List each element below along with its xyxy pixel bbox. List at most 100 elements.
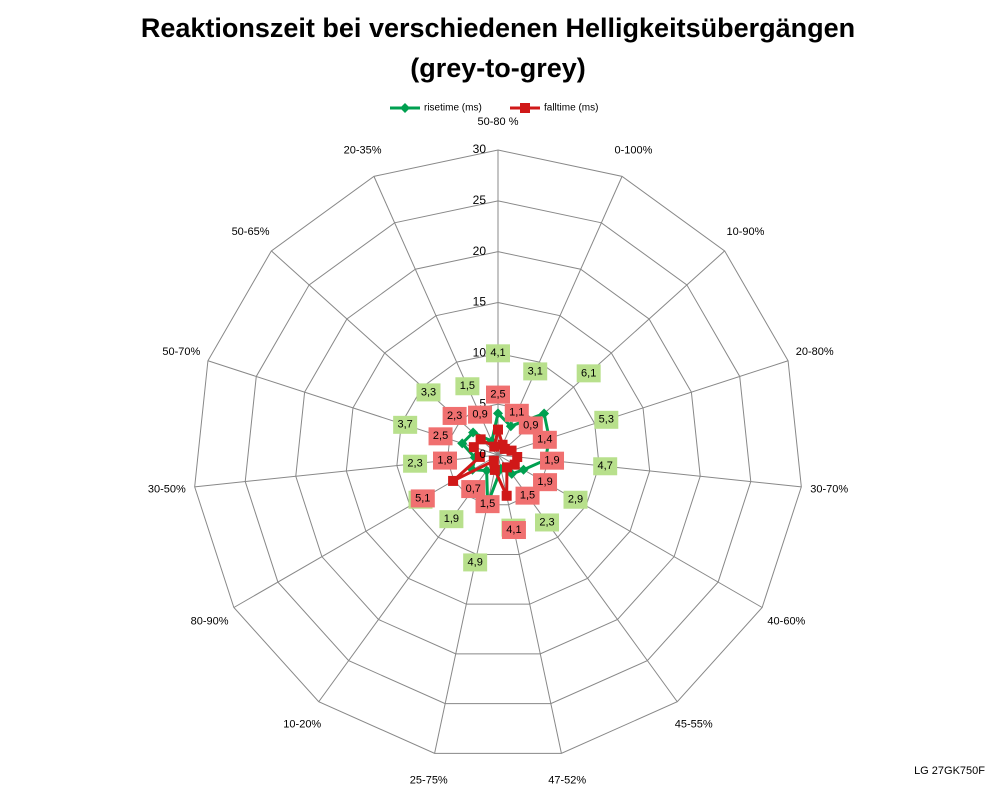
data-label: 1,5: [480, 498, 495, 510]
data-label-bg: [416, 383, 441, 402]
data-label-bg: [428, 427, 453, 446]
category-label: 20-80%: [796, 346, 834, 358]
marker: [512, 452, 523, 463]
category-label: 50-65%: [232, 226, 270, 238]
labels: 0 5 10 15 20 25 30 50-80 % 0-100% 10-90% 20-80% 30-…: [148, 103, 848, 786]
chart-subtitle: (grey-to-grey): [410, 53, 586, 83]
marker: [509, 459, 520, 470]
r-tick-label: 5: [479, 396, 486, 410]
marker: [501, 490, 512, 501]
series-line: [460, 411, 551, 505]
data-label-bg: [518, 416, 543, 435]
data-label-bg: [410, 489, 435, 508]
footer: LG 27GK750F: [914, 765, 985, 777]
data-label-bg: [593, 457, 618, 476]
marker: [489, 441, 500, 452]
marker: [475, 434, 486, 445]
data-label-bg: [461, 480, 486, 499]
grid-ring: [244, 200, 752, 705]
r-tick-label: 10: [473, 346, 487, 360]
category-label: 30-70%: [810, 484, 848, 496]
category-label: 20-35%: [344, 145, 382, 157]
data-label: 1,9: [444, 513, 459, 525]
data-label: 2,5: [490, 388, 505, 400]
data-label-bg: [455, 377, 480, 396]
data-label: 0,7: [466, 483, 481, 495]
data-label-bg: [486, 344, 510, 363]
data-label: 2,3: [407, 458, 422, 470]
chart-title: Reaktionszeit bei verschiedenen Helligke…: [141, 13, 855, 43]
data-label-bg: [403, 454, 428, 473]
data-label: 1,9: [537, 476, 552, 488]
marker: [506, 445, 517, 456]
data-label-bg: [475, 495, 500, 514]
marker: [474, 451, 485, 462]
data-label: 6,1: [581, 367, 596, 379]
data-label: 4,1: [490, 347, 505, 359]
marker: [539, 408, 550, 419]
data-label: 4,1: [506, 524, 521, 536]
category-label: 10-20%: [283, 718, 321, 730]
grid-ring: [345, 301, 651, 605]
category-label: 30-50%: [148, 484, 186, 496]
marker: [481, 465, 492, 476]
data-label: 3,1: [528, 365, 543, 377]
marker: [493, 424, 503, 435]
category-label: 47-52%: [548, 775, 586, 786]
data-label-bg: [532, 430, 557, 449]
data-label-bg: [486, 385, 510, 404]
marker: [501, 462, 512, 473]
data-label: 1,1: [509, 407, 524, 419]
marker: [518, 464, 529, 475]
legend-label: risetime (ms): [424, 103, 482, 114]
data-label-bg: [501, 521, 526, 540]
legend-marker: [400, 103, 410, 113]
grid-ring: [396, 352, 600, 555]
grid-ring: [194, 149, 802, 754]
data-label-bg: [442, 406, 467, 425]
r-tick-label: 30: [473, 142, 487, 156]
category-label: 45-55%: [675, 718, 713, 730]
marker: [468, 427, 479, 438]
grid-ring: [295, 251, 701, 655]
category-label: 50-70%: [162, 346, 200, 358]
category-label: 0-100%: [614, 145, 652, 157]
data-label-bg: [535, 513, 560, 532]
category-label: 40-60%: [767, 615, 805, 627]
marker: [499, 443, 510, 454]
data-label: 5,1: [415, 492, 430, 504]
data-label: 1,8: [437, 454, 452, 466]
category-label: 50-80 %: [478, 116, 519, 128]
data-label-bg: [468, 405, 493, 424]
data-label: 5,3: [599, 414, 614, 426]
data-label: 2,3: [539, 516, 554, 528]
r-tick-label: 0: [479, 447, 486, 461]
marker: [489, 464, 500, 475]
data-label-bg: [432, 451, 457, 470]
data-label: 2,9: [568, 494, 583, 506]
category-label: 10-90%: [727, 226, 765, 238]
data-label: 3,3: [421, 386, 436, 398]
marker: [493, 408, 503, 419]
r-tick-label: 25: [473, 193, 487, 207]
marker: [448, 475, 459, 486]
category-label: 80-90%: [191, 615, 229, 627]
legend-marker: [520, 103, 530, 113]
data-label: 4,7: [598, 460, 613, 472]
marker: [505, 421, 516, 432]
data-label: 4,9: [468, 556, 483, 568]
marker: [488, 455, 499, 466]
r-tick-label: 20: [473, 244, 487, 258]
r-tick-label: 15: [473, 295, 487, 309]
data-label-bg: [439, 510, 464, 529]
data-label: 0,9: [523, 419, 538, 431]
data-label-bg: [563, 490, 588, 509]
legend-label: falltime (ms): [544, 103, 598, 114]
marker: [468, 442, 479, 453]
data-label-bg: [576, 364, 601, 383]
spoke: [497, 454, 562, 754]
marker: [457, 438, 468, 449]
data-label: 1,9: [544, 455, 559, 467]
data-label-bg: [594, 410, 619, 429]
